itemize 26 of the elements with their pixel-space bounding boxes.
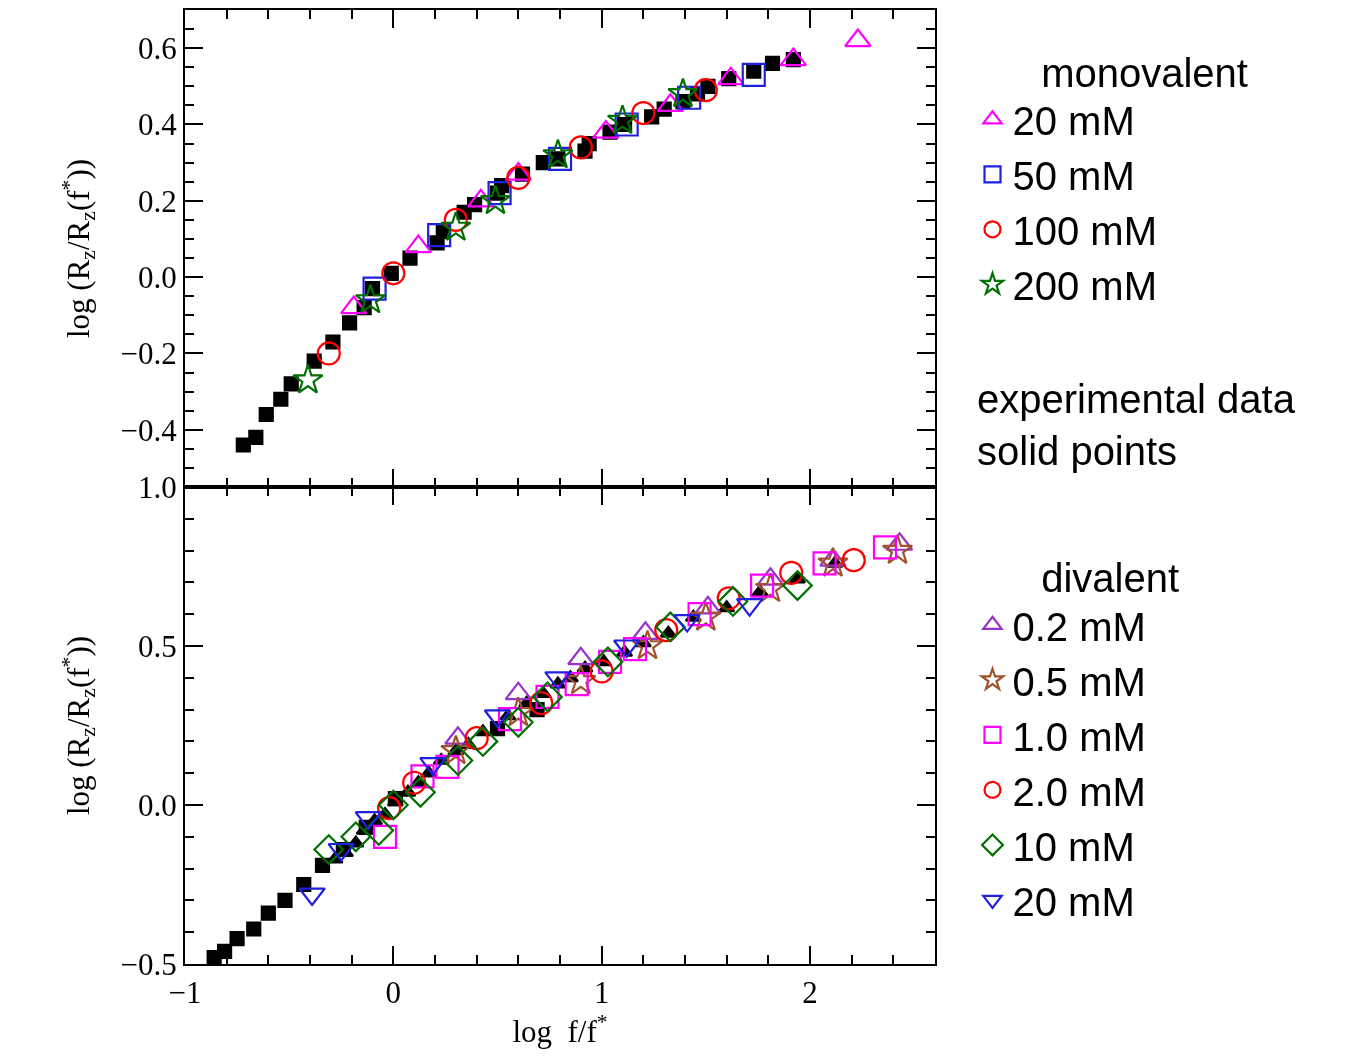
y-tick-label: 0.0 bbox=[138, 787, 177, 823]
y-tick-label: 0.6 bbox=[138, 31, 177, 67]
legend-label: 20 mM bbox=[1012, 879, 1135, 924]
legend-label: 0.5 mM bbox=[1012, 659, 1146, 704]
legend-label: 1.0 mM bbox=[1012, 714, 1146, 759]
legend-label: 20 mM bbox=[1012, 98, 1135, 143]
legend-label: 0.2 mM bbox=[1012, 604, 1146, 649]
y-tick-label: 0.4 bbox=[138, 107, 178, 143]
x-tick-label: 2 bbox=[802, 975, 818, 1011]
legend-label: 2.0 mM bbox=[1012, 769, 1146, 814]
legend-title: monovalent bbox=[974, 50, 1248, 95]
text: experimental data solid points bbox=[977, 377, 1296, 473]
y-tick-label: 1.0 bbox=[138, 469, 177, 505]
x-tick-label: 1 bbox=[593, 975, 610, 1011]
legend-label: 50 mM bbox=[1012, 153, 1135, 198]
y-tick-label: 0.0 bbox=[138, 259, 177, 295]
y-tick-label: 0.5 bbox=[138, 628, 177, 664]
y-tick-label: −0.4 bbox=[120, 412, 178, 448]
x-axis-title: log f/f$^{*}$ bbox=[512, 1010, 608, 1050]
legend-title: divalent bbox=[974, 556, 1180, 601]
legend-label: 100 mM bbox=[1012, 208, 1157, 253]
y-tick-label: 0.2 bbox=[138, 183, 177, 219]
x-tick-label: 0 bbox=[385, 975, 402, 1011]
legend-label: 200 mM bbox=[1012, 263, 1157, 308]
legend-label: 10 mM bbox=[1012, 824, 1135, 869]
y-tick-label: −0.2 bbox=[120, 336, 177, 372]
